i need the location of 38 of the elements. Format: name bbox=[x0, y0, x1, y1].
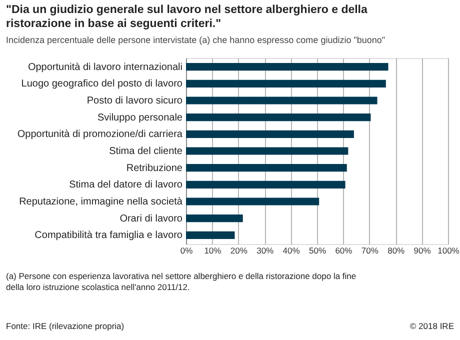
x-tick-label: 0% bbox=[180, 246, 194, 256]
y-tick-label: Sviluppo personale bbox=[97, 112, 183, 124]
y-tick-label: Orari di lavoro bbox=[120, 213, 183, 224]
x-tick-label: 100% bbox=[438, 246, 460, 256]
y-tick-label: Opportunità di promozione/di carriera bbox=[17, 129, 183, 140]
y-tick-label: Posto di lavoro sicuro bbox=[86, 96, 183, 106]
x-tick-label: 60% bbox=[335, 246, 353, 256]
chart-title: "Dia un giudizio generale sul lavoro nel settore alberghiero e della ristorazione in base ai seguenti criteri." bbox=[6, 4, 368, 30]
bar bbox=[186, 96, 378, 104]
bar bbox=[186, 63, 388, 71]
y-tick-label: Luogo geografico del posto di lavoro bbox=[21, 78, 183, 90]
y-tick-label: Retribuzione bbox=[126, 162, 183, 174]
bar bbox=[186, 180, 346, 188]
y-tick-label: Reputazione, immagine nella società bbox=[19, 196, 183, 208]
y-tick-label: Stima del datore di lavoro bbox=[69, 180, 183, 191]
bar bbox=[186, 147, 348, 155]
bar bbox=[186, 198, 320, 206]
y-tick-label: Stima del cliente bbox=[109, 146, 183, 157]
source-note: Fonte: IRE (rilevazione propria) bbox=[6, 321, 124, 331]
x-tick-label: 80% bbox=[388, 246, 406, 256]
bar bbox=[186, 231, 235, 239]
bar bbox=[186, 114, 371, 122]
text: © 2018 IRE bbox=[410, 321, 454, 331]
bar bbox=[186, 214, 243, 222]
x-tick-label: 70% bbox=[361, 246, 379, 256]
x-tick-label: 50% bbox=[308, 246, 326, 256]
chart-subtitle: Incidenza percentuale delle persone intervistate (a) che hanno espresso come giudizio "buono" bbox=[6, 35, 386, 45]
bar bbox=[186, 130, 354, 138]
x-tick-label: 10% bbox=[204, 246, 222, 256]
x-tick-label: 40% bbox=[282, 246, 300, 256]
y-tick-label: Opportunità di lavoro internazionali bbox=[28, 62, 182, 73]
x-tick-label: 20% bbox=[230, 246, 248, 256]
y-tick-label: Compatibilità tra famiglia e lavoro bbox=[34, 230, 183, 242]
x-tick-label: 90% bbox=[414, 246, 432, 256]
bar bbox=[186, 164, 347, 172]
bar bbox=[186, 80, 386, 88]
x-tick-label: 30% bbox=[256, 246, 274, 256]
text: (a) Persone con esperienza lavorativa nel settore alberghiero e della ristorazione dopo la fine della loro istruzione scolastica nell'anno 2011/12. bbox=[6, 271, 356, 292]
